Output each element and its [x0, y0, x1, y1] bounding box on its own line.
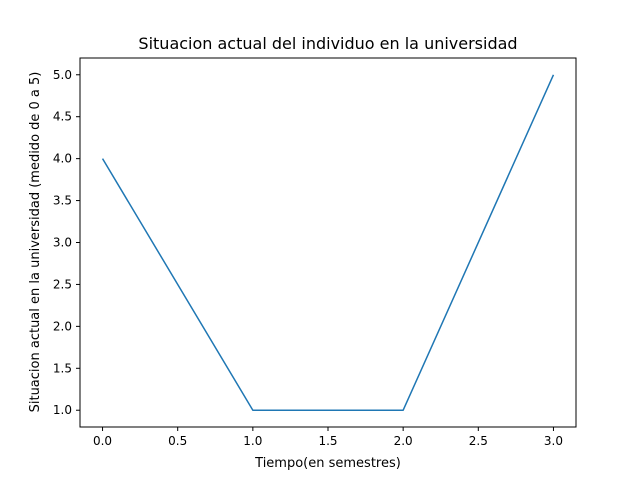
y-tick-label: 3.5 [53, 194, 72, 208]
y-axis-label: Situacion actual en la universidad (medi… [28, 72, 43, 413]
tick-layer: 0.0 0.5 1.0 1.5 2.0 2.5 3.0 1.0 1.5 2.0 2.5 3.0 3.5 4… [53, 68, 563, 448]
series-line-0 [101, 74, 555, 411]
y-tick-label: 5.0 [53, 68, 72, 82]
x-tick-label: 2.0 [394, 434, 413, 448]
x-tick-label: 0.0 [93, 434, 112, 448]
y-tick-label: 2.0 [53, 319, 72, 333]
chart-title: Situacion actual del individuo en la uni… [138, 34, 517, 53]
y-tick-label: 4.0 [53, 152, 72, 166]
plot-frame [79, 57, 577, 428]
x-axis-label: Tiempo(en semestres) [254, 456, 401, 471]
y-tick-label: 1.0 [53, 403, 72, 417]
y-tick-label: 1.5 [53, 361, 72, 375]
x-tick-label: 2.5 [469, 434, 488, 448]
x-tick-label: 1.0 [243, 434, 262, 448]
x-tick-label: 3.0 [544, 434, 563, 448]
y-tick-label: 3.0 [53, 236, 72, 250]
series-layer [101, 74, 555, 411]
x-tick-label: 0.5 [168, 434, 187, 448]
x-tick-label: 1.5 [318, 434, 337, 448]
y-tick-label: 2.5 [53, 277, 72, 291]
y-tick-label: 4.5 [53, 110, 72, 124]
